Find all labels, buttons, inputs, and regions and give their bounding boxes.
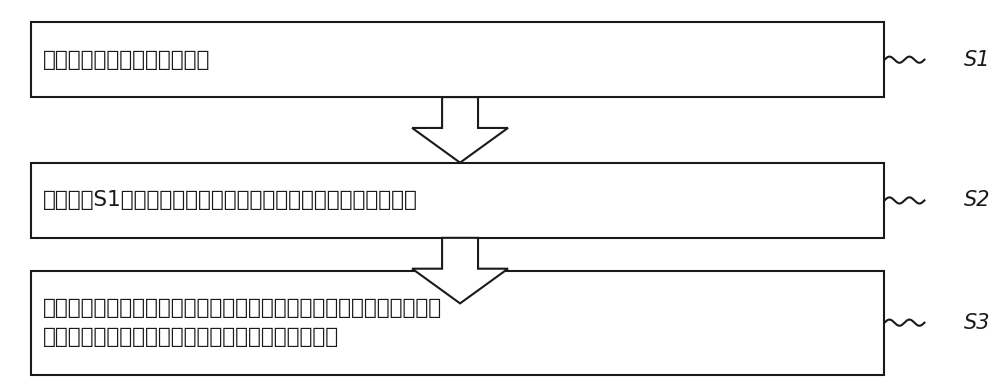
Text: S2: S2 [964, 190, 991, 211]
Text: S3: S3 [964, 313, 991, 333]
Bar [31, 163, 884, 238]
Text: S1: S1 [964, 50, 991, 70]
Bar [31, 22, 884, 97]
Polygon shape [412, 238, 508, 303]
Text: 构建台区等效供电回路模型；: 构建台区等效供电回路模型； [43, 50, 210, 70]
Text: 利用采集的台区配电变压器和用户的电压、电流数据及回路阻抗数学模
型，基于二元线性回归分析算法，求解台区线路阻抗: 利用采集的台区配电变压器和用户的电压、电流数据及回路阻抗数学模 型，基于二元线性… [43, 298, 442, 348]
Text: 根据步骤S1的台区等效供电回路模型，构建回路阻抗数学模型；: 根据步骤S1的台区等效供电回路模型，构建回路阻抗数学模型； [43, 190, 418, 210]
Bar [31, 271, 884, 375]
Polygon shape [412, 97, 508, 163]
